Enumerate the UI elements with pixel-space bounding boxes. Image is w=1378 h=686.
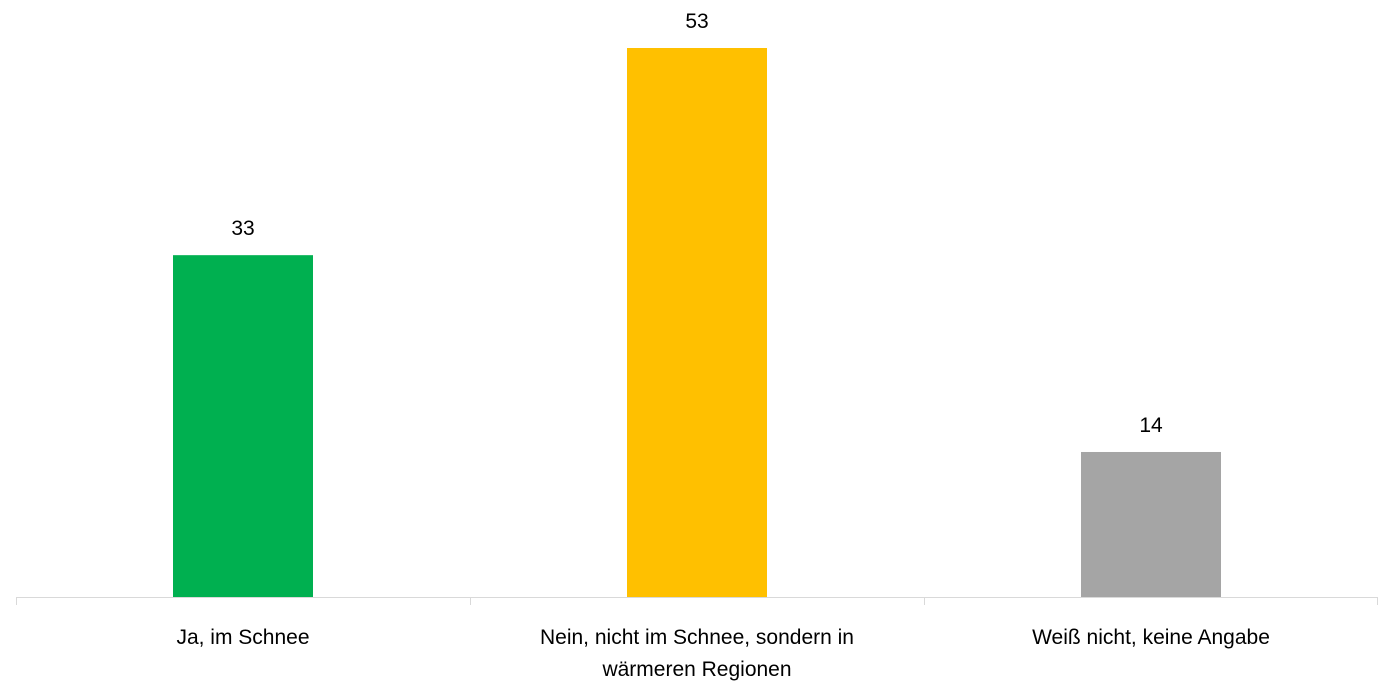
category-label-line: wärmeren Regionen (601, 658, 791, 681)
x-axis (16, 597, 1378, 605)
bar-2 (627, 48, 767, 597)
category-label-line: Nein, nicht im Schnee, sondern in (540, 626, 854, 649)
value-labels-layer: 33 53 14 (231, 10, 1163, 437)
category-label-3: Weiß nicht, keine Angabe (1032, 626, 1270, 649)
data-label-1: 33 (231, 217, 254, 240)
data-label-2: 53 (685, 10, 708, 33)
data-label-3: 14 (1139, 414, 1163, 437)
bar-1 (173, 255, 313, 598)
bars-layer (173, 48, 1221, 598)
category-label-1: Ja, im Schnee (176, 626, 309, 649)
category-label-line: Weiß nicht, keine Angabe (1032, 626, 1270, 649)
category-label-2: Nein, nicht im Schnee, sondern in wärmere… (540, 626, 854, 681)
category-labels-layer: Ja, im Schnee Nein, nicht im Schnee, sond… (176, 626, 1269, 681)
category-label-line: Ja, im Schnee (176, 626, 309, 649)
bar-3 (1081, 451, 1221, 597)
